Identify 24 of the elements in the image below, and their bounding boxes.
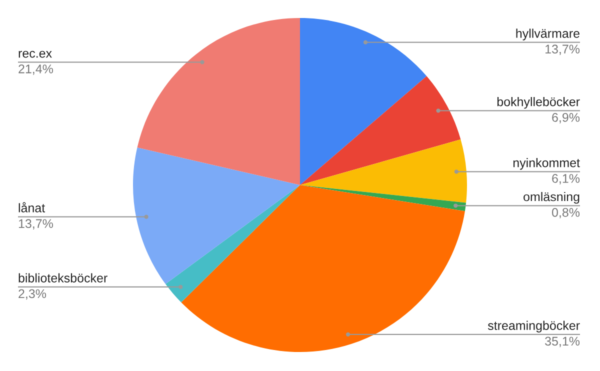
slice-label: hyllvärmare [516, 28, 580, 40]
pie-slice [300, 139, 467, 203]
data-label: 6,1% [552, 174, 580, 184]
pie-slice [181, 185, 465, 352]
data-label: 2,3% [18, 289, 46, 300]
slice-label: biblioteksböcker [18, 273, 108, 282]
pie-slice [166, 185, 300, 302]
slice-label: omläsning [524, 192, 580, 204]
data-label: 21,4% [18, 64, 53, 75]
slice-label: lånat [18, 202, 46, 212]
slice-label: streamingböcker [488, 320, 580, 332]
data-label: 35,1% [545, 336, 580, 348]
data-label: 13,7% [546, 44, 580, 55]
pie-slice [300, 185, 466, 212]
pie-slice [300, 18, 427, 185]
slice-label: nyinkommet [513, 158, 580, 170]
pie-slice [137, 18, 300, 185]
slice-label: bokhylleböcker [497, 97, 580, 109]
pie-slice [133, 148, 300, 284]
data-label: 0,8% [552, 208, 580, 218]
slice-label: rec.ex [18, 50, 52, 58]
pie-slice [300, 76, 461, 185]
data-label: 6,9% [552, 113, 580, 124]
data-label: 13,7% [18, 219, 53, 230]
